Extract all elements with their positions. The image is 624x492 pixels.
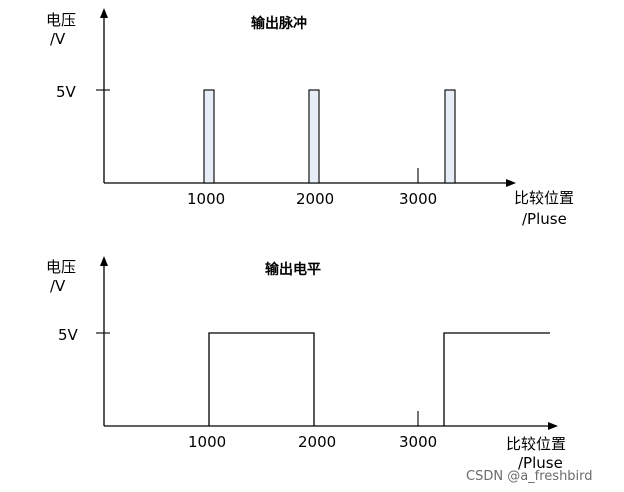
top-x-tick-1000: 1000	[187, 190, 225, 208]
bottom-x-axis-arrow	[548, 422, 558, 430]
top-x-tick-3000: 3000	[399, 190, 437, 208]
bottom-y-tick-5v: 5V	[58, 326, 79, 344]
top-y-tick-5v: 5V	[56, 83, 77, 101]
bottom-level-high-2	[443, 332, 550, 426]
bottom-level-high-1	[208, 332, 315, 426]
watermark: CSDN @a_freshbird	[466, 469, 593, 484]
top-pulse-after-3000	[444, 89, 456, 184]
top-x-label-line2: /Pluse	[522, 210, 567, 228]
top-y-axis-arrow	[100, 8, 108, 18]
bottom-y-label-line2: /V	[50, 277, 66, 295]
top-chart: 电压 /V 输出脉冲 5V 1000 2000 3000 比较位置 /Pluse	[46, 8, 574, 228]
top-pulse-1000	[203, 89, 215, 184]
top-x-axis-arrow	[506, 179, 516, 187]
bottom-y-axis-arrow	[100, 256, 108, 266]
top-title: 输出脉冲	[251, 15, 307, 32]
bottom-title: 输出电平	[265, 261, 321, 278]
top-y-label-line1: 电压	[46, 11, 76, 29]
bottom-x-tick-3000: 3000	[399, 433, 437, 451]
bottom-y-label-line1: 电压	[46, 258, 76, 276]
top-x-tick-2000: 2000	[296, 190, 334, 208]
top-pulse-2000	[308, 89, 320, 184]
bottom-x-tick-2000: 2000	[298, 433, 336, 451]
top-x-label-line1: 比较位置	[514, 189, 574, 207]
bottom-x-label-line1: 比较位置	[506, 435, 566, 453]
bottom-x-label-line2: /Pluse	[518, 454, 563, 472]
top-y-label-line2: /V	[50, 30, 66, 48]
bottom-x-tick-1000: 1000	[188, 433, 226, 451]
bottom-chart: 电压 /V 输出电平 5V 1000 2000 3000 比较位置 /Pluse	[46, 256, 566, 472]
